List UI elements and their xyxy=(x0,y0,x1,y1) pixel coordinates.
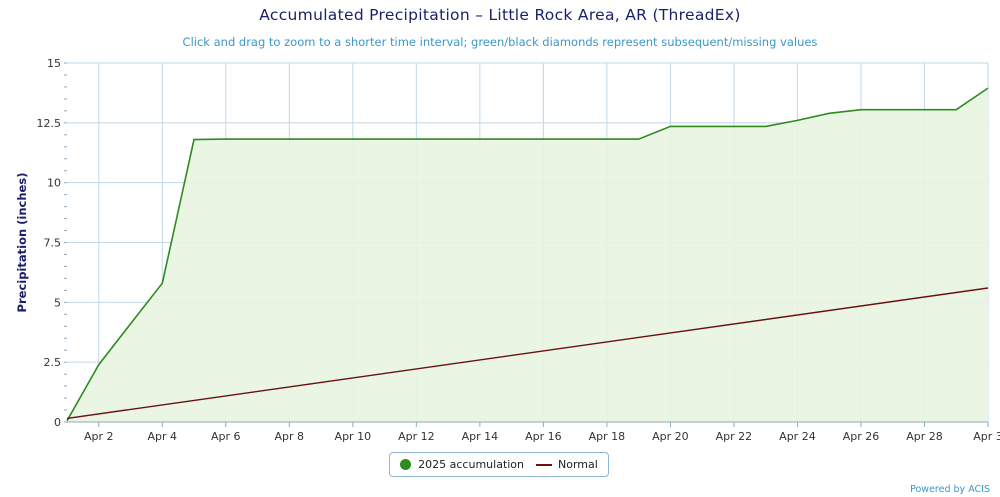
y-tick-label: 2.5 xyxy=(44,356,62,369)
series-normal-line xyxy=(66,287,989,420)
y-tick-label: 5 xyxy=(54,296,61,309)
chart-subtitle: Click and drag to zoom to a shorter time… xyxy=(182,35,818,49)
series-accumulation-line xyxy=(66,87,989,422)
x-tick-label: Apr 22 xyxy=(716,430,753,443)
y-tick-label: 10 xyxy=(47,177,61,190)
x-tick-label: Apr 28 xyxy=(906,430,943,443)
legend-label-accumulation: 2025 accumulation xyxy=(418,458,525,471)
y-tick-label: 12.5 xyxy=(37,117,62,130)
legend-item-normal[interactable]: Normal xyxy=(536,458,598,471)
x-tick-label: Apr 18 xyxy=(589,430,626,443)
x-tick-label: Apr 16 xyxy=(525,430,562,443)
x-tick-label: Apr 6 xyxy=(211,430,241,443)
x-tick-label: Apr 10 xyxy=(335,430,372,443)
x-tick-label: Apr 4 xyxy=(148,430,178,443)
legend-item-accumulation[interactable]: 2025 accumulation xyxy=(400,458,524,471)
chart-legend: 2025 accumulation Normal xyxy=(389,452,609,477)
y-tick-label: 0 xyxy=(54,416,61,429)
x-tick-label: Apr 12 xyxy=(398,430,435,443)
series-accumulation-area xyxy=(67,88,988,422)
y-axis-label: Precipitation (inches) xyxy=(15,173,29,313)
x-tick-label: Apr 3 xyxy=(973,430,1000,443)
x-tick-label: Apr 2 xyxy=(84,430,114,443)
x-tick-label: Apr 14 xyxy=(462,430,499,443)
powered-by-link[interactable]: Powered by ACIS xyxy=(910,484,990,495)
legend-label-normal: Normal xyxy=(558,458,598,471)
x-tick-label: Apr 8 xyxy=(275,430,305,443)
x-tick-label: Apr 20 xyxy=(652,430,689,443)
legend-marker-normal xyxy=(536,463,553,466)
chart-title: Accumulated Precipitation – Little Rock … xyxy=(259,6,741,24)
x-tick-label: Apr 24 xyxy=(779,430,816,443)
y-tick-label: 15 xyxy=(47,57,61,70)
x-tick-label: Apr 26 xyxy=(843,430,880,443)
legend-marker-accumulation xyxy=(400,459,412,470)
y-tick-label: 7.5 xyxy=(44,237,62,250)
